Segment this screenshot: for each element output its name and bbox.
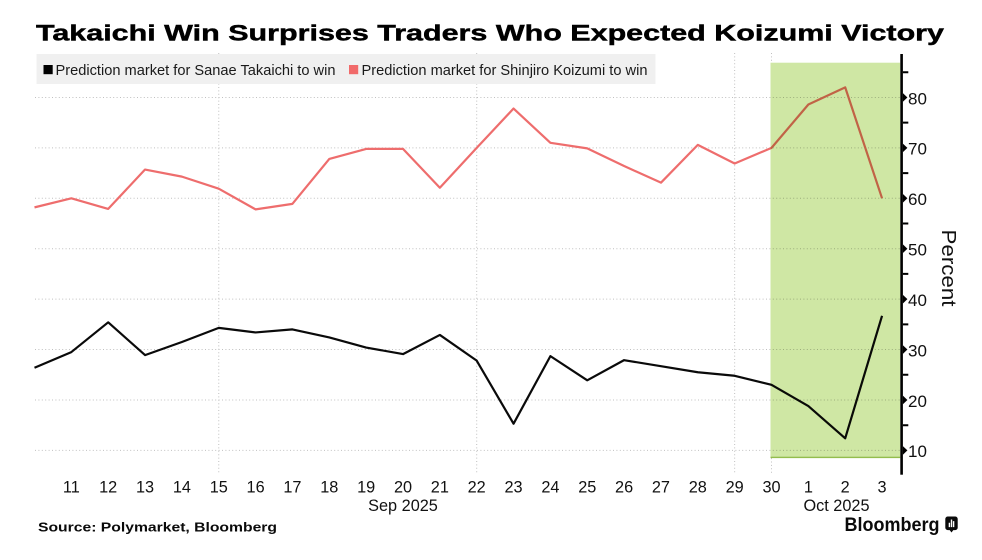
svg-text:50: 50 <box>908 241 927 260</box>
svg-text:80: 80 <box>908 89 927 108</box>
svg-text:1: 1 <box>804 478 813 496</box>
svg-text:70: 70 <box>908 140 927 159</box>
svg-text:19: 19 <box>357 478 375 496</box>
svg-text:21: 21 <box>431 478 449 496</box>
svg-text:Takaichi Win Surprises Traders: Takaichi Win Surprises Traders Who Expec… <box>36 21 945 46</box>
svg-text:Percent: Percent <box>937 230 960 307</box>
svg-text:23: 23 <box>504 478 522 496</box>
svg-text:16: 16 <box>247 478 265 496</box>
svg-text:28: 28 <box>689 478 707 496</box>
svg-text:3: 3 <box>878 478 887 496</box>
svg-text:22: 22 <box>468 478 486 496</box>
svg-text:26: 26 <box>615 478 633 496</box>
svg-text:Source: Polymarket, Bloomberg: Source: Polymarket, Bloomberg <box>38 520 277 535</box>
svg-text:12: 12 <box>99 478 117 496</box>
svg-text:20: 20 <box>394 478 412 496</box>
svg-text:17: 17 <box>283 478 301 496</box>
svg-text:30: 30 <box>908 341 927 360</box>
svg-text:10: 10 <box>908 442 927 461</box>
svg-text:40: 40 <box>908 291 927 310</box>
svg-text:24: 24 <box>541 478 559 496</box>
svg-text:20: 20 <box>908 392 927 411</box>
svg-text:18: 18 <box>320 478 338 496</box>
svg-text:30: 30 <box>762 478 780 496</box>
svg-text:Bloomberg: Bloomberg <box>845 515 940 536</box>
svg-text:Prediction market for Shinjiro: Prediction market for Shinjiro Koizumi t… <box>362 62 648 79</box>
svg-text:2: 2 <box>841 478 850 496</box>
svg-text:Oct 2025: Oct 2025 <box>803 497 869 515</box>
svg-text:60: 60 <box>908 190 927 209</box>
svg-text:15: 15 <box>210 478 228 496</box>
svg-text:Sep 2025: Sep 2025 <box>368 497 438 515</box>
svg-text:Prediction market for Sanae Ta: Prediction market for Sanae Takaichi to … <box>56 62 336 79</box>
svg-text:11: 11 <box>63 478 80 496</box>
svg-text:29: 29 <box>726 478 744 496</box>
svg-text:25: 25 <box>578 478 596 496</box>
svg-text:13: 13 <box>136 478 154 496</box>
svg-text:14: 14 <box>173 478 191 496</box>
svg-text:27: 27 <box>652 478 670 496</box>
